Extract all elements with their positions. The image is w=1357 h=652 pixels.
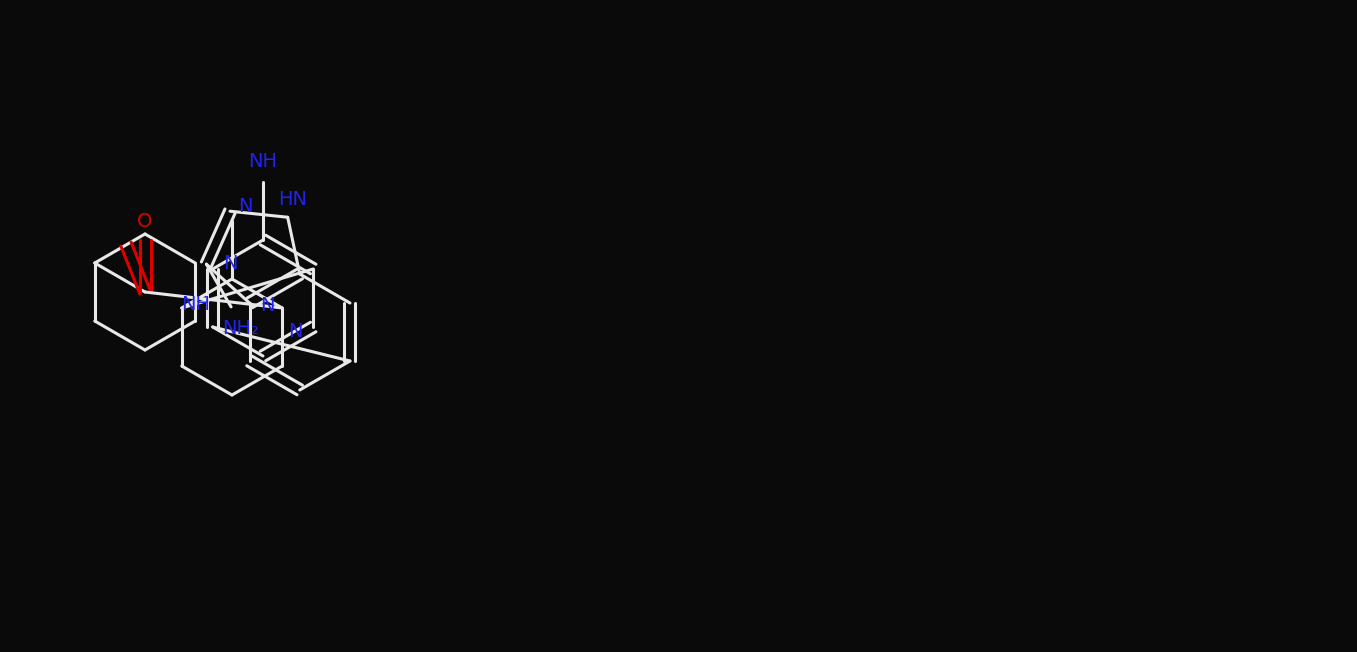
Text: HN: HN: [278, 190, 307, 209]
Text: N: N: [261, 297, 274, 316]
Text: O: O: [137, 213, 153, 231]
Text: NH: NH: [180, 295, 210, 314]
Text: NH: NH: [248, 153, 277, 171]
Text: NH₂: NH₂: [223, 319, 259, 338]
Text: N: N: [237, 197, 252, 216]
Text: N: N: [224, 254, 237, 273]
Text: N: N: [288, 323, 303, 342]
